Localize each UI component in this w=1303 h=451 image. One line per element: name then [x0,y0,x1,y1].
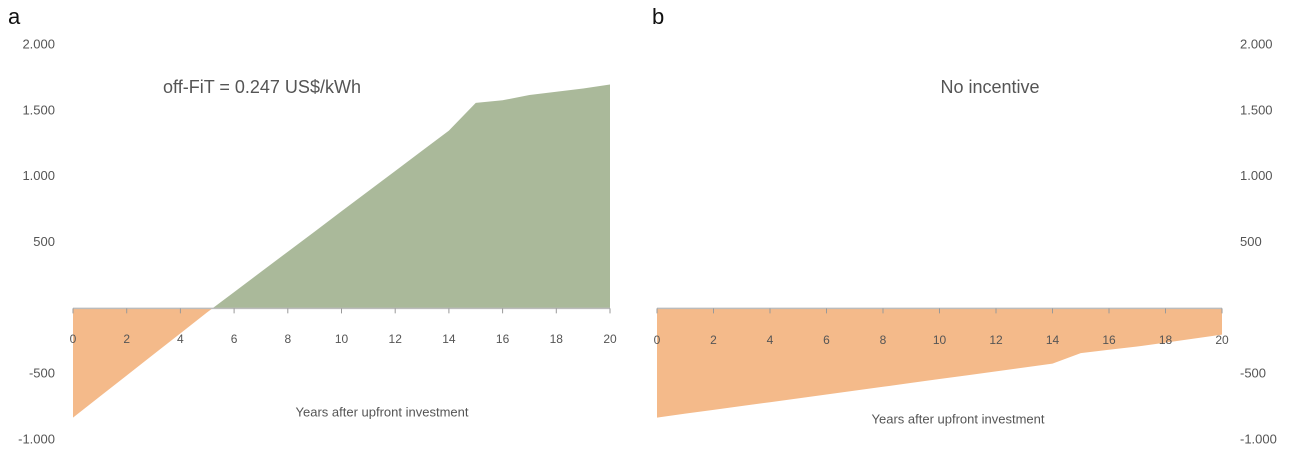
x-tick-label: 12 [989,333,1003,347]
y-tick-label: -1.000 [18,431,55,446]
x-tick-label: 10 [933,333,947,347]
x-tick-label: 16 [1102,333,1116,347]
y-tick-label: -500 [1240,366,1266,381]
y-tick-label: 500 [1240,234,1262,249]
x-tick-label: 18 [1159,333,1173,347]
y-tick-label: 1.500 [22,102,55,117]
y-tick-label: -1.000 [1240,431,1277,446]
x-tick-label: 2 [123,332,130,346]
x-tick-label: 4 [767,333,774,347]
x-tick-label: 0 [70,332,77,346]
x-tick-label: 20 [603,332,617,346]
x-tick-label: 18 [550,332,564,346]
x-tick-label: 6 [823,333,830,347]
y-tick-label: -500 [29,366,55,381]
area [73,84,610,418]
y-tick-label: 1.500 [1240,102,1273,117]
x-tick-label: 14 [442,332,456,346]
panel-title: a [8,4,21,29]
y-tick-label: 1.000 [1240,168,1273,183]
x-tick-label: 14 [1046,333,1060,347]
y-tick-label: 1.000 [22,168,55,183]
y-tick-label: 2.000 [22,36,55,51]
x-tick-label: 8 [284,332,291,346]
annotation: No incentive [940,77,1039,97]
x-tick-label: 2 [710,333,717,347]
x-tick-label: 20 [1215,333,1229,347]
x-axis-label: Years after upfront investment [872,411,1045,426]
panel-title: b [652,4,664,29]
area [657,308,1222,418]
x-tick-label: 8 [880,333,887,347]
y-tick-label: 500 [33,234,55,249]
x-tick-label: 12 [389,332,403,346]
x-axis-label: Years after upfront investment [296,404,469,419]
x-tick-label: 6 [231,332,238,346]
x-tick-label: 4 [177,332,184,346]
y-tick-label: 2.000 [1240,36,1273,51]
x-tick-label: 16 [496,332,510,346]
annotation: off-FiT = 0.247 US$/kWh [163,77,361,97]
x-tick-label: 10 [335,332,349,346]
x-tick-label: 0 [654,333,661,347]
